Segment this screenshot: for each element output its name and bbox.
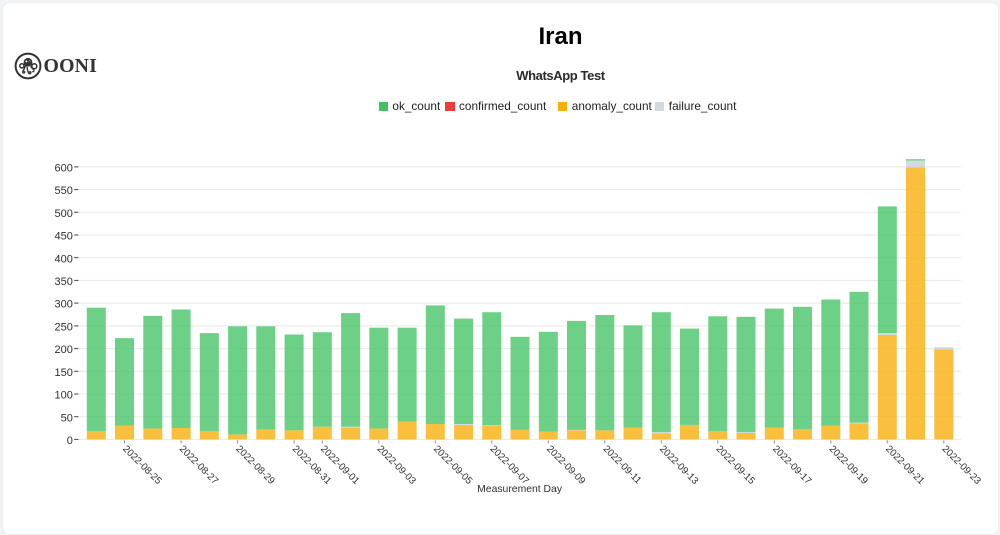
svg-text:550: 550 <box>55 185 73 197</box>
svg-text:2022-08-27: 2022-08-27 <box>177 444 220 487</box>
svg-text:2022-09-19: 2022-09-19 <box>827 444 870 487</box>
svg-text:2022-09-15: 2022-09-15 <box>714 444 758 488</box>
svg-text:300: 300 <box>55 299 73 311</box>
svg-text:250: 250 <box>55 322 73 334</box>
svg-text:2022-09-05: 2022-09-05 <box>431 444 475 488</box>
svg-text:2022-09-21: 2022-09-21 <box>883 444 926 487</box>
svg-text:150: 150 <box>55 367 73 379</box>
svg-text:400: 400 <box>55 253 73 265</box>
svg-text:2022-09-13: 2022-09-13 <box>657 444 701 488</box>
svg-text:450: 450 <box>55 231 73 243</box>
svg-text:0: 0 <box>67 435 73 447</box>
svg-text:200: 200 <box>55 344 73 356</box>
svg-text:2022-08-29: 2022-08-29 <box>233 444 276 487</box>
svg-text:Measurement Day: Measurement Day <box>477 484 563 495</box>
svg-text:50: 50 <box>61 412 73 424</box>
svg-text:2022-09-11: 2022-09-11 <box>601 444 644 487</box>
svg-text:2022-09-03: 2022-09-03 <box>375 444 419 488</box>
svg-text:350: 350 <box>55 276 73 288</box>
svg-text:2022-09-07: 2022-09-07 <box>488 444 531 487</box>
svg-text:2022-08-25: 2022-08-25 <box>120 444 164 488</box>
svg-text:2022-09-17: 2022-09-17 <box>770 444 813 487</box>
svg-text:100: 100 <box>55 390 73 402</box>
svg-text:2022-09-09: 2022-09-09 <box>544 444 587 487</box>
svg-text:500: 500 <box>55 208 73 220</box>
svg-text:600: 600 <box>55 163 73 175</box>
svg-text:2022-09-23: 2022-09-23 <box>940 444 984 488</box>
